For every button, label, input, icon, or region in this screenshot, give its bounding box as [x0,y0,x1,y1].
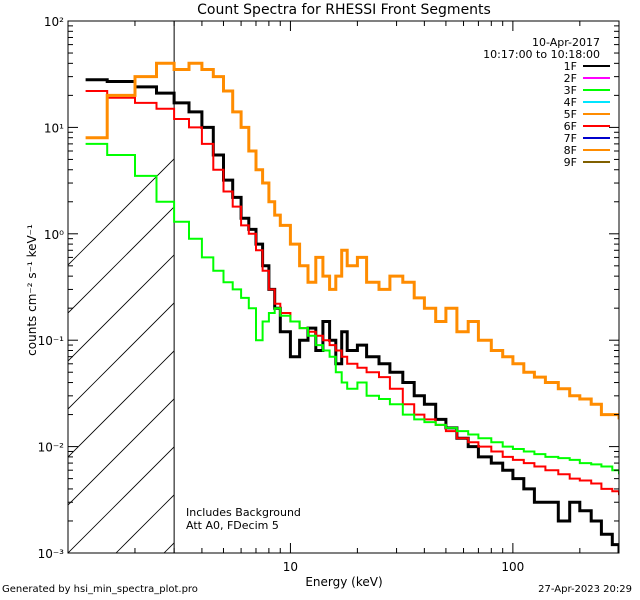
y-tick-label: 10⁻¹ [38,334,65,348]
y-axis-label: counts cm⁻² s⁻¹ keV⁻¹ [25,224,39,356]
series-6F [85,90,619,496]
hatch-line [68,254,175,362]
hatch-line [68,398,175,506]
hatch-line [356,13,640,553]
generated-date-label: 27-Apr-2023 20:29 [538,584,632,595]
hatch-line [548,13,640,553]
x-tick-label: 100 [501,560,524,574]
x-tick-label: 10 [283,560,298,574]
axis-ticks: 10 100 10⁻³ 10⁻² 10⁻¹ 10⁰ 10¹ 10² [38,15,620,574]
hatch-line [452,13,640,553]
legend-label: 9F [564,156,577,169]
legend-label: 2F [564,72,577,85]
series-3F [85,142,619,475]
legend-label: 7F [564,132,577,145]
y-tick-label: 10⁰ [44,228,64,242]
legend-label: 6F [564,120,577,133]
date-label: 10-Apr-2017 [532,36,600,49]
time-range-label: 10:17:00 to 10:18:00 [483,48,600,61]
hatch-line [404,13,640,553]
series-1F [85,78,619,553]
generated-by-label: Generated by hsi_min_spectra_plot.pro [2,584,198,595]
legend-label: 4F [564,96,577,109]
x-axis-label: Energy (keV) [305,575,382,589]
annotation-attenuator: Att A0, FDecim 5 [186,519,279,532]
hatch-line [68,446,175,553]
series-8F [85,61,619,420]
y-tick-label: 10⁻³ [38,547,65,561]
hatch-line [68,350,175,458]
series-layer [85,61,619,553]
hatch-line [308,13,640,553]
y-tick-label: 10¹ [44,121,64,135]
legend-label: 1F [564,60,577,73]
hatch-line [68,206,175,314]
y-tick-label: 10⁻² [38,441,65,455]
annotation-background: Includes Background [186,506,301,519]
hatch-region [68,13,640,553]
plot-frame [67,20,620,554]
legend-label: 3F [564,84,577,97]
chart-title: Count Spectra for RHESSI Front Segments [197,2,491,18]
legend-label: 5F [564,108,577,121]
legend-label: 8F [564,144,577,157]
y-tick-label: 10² [44,15,64,29]
